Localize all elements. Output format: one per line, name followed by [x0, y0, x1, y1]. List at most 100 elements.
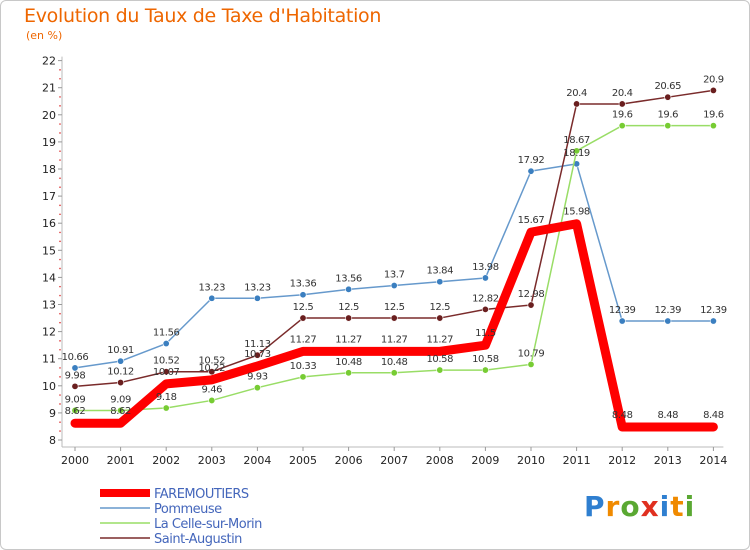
x-tick-label: 2010	[517, 454, 545, 467]
data-point	[208, 294, 216, 302]
x-tick-label: 2012	[608, 454, 636, 467]
chart-subtitle: (en %)	[26, 29, 63, 42]
data-label: 10.91	[107, 345, 134, 356]
logo-letter: t	[670, 490, 685, 523]
data-label: 8.48	[657, 410, 678, 421]
y-tick-label: 8	[49, 434, 56, 447]
y-tick-label: 10	[42, 380, 56, 393]
data-point	[436, 278, 444, 286]
x-tick-label: 2003	[198, 454, 226, 467]
y-minor-tick	[59, 77, 61, 80]
y-tick-label: 9	[49, 407, 56, 420]
y-minor-tick	[59, 240, 61, 243]
y-tick-label: 19	[42, 136, 56, 149]
x-tick-label: 2001	[107, 454, 135, 467]
data-point	[573, 147, 581, 155]
data-label: 12.5	[293, 302, 314, 313]
y-minor-tick	[59, 394, 61, 396]
data-label: 10.58	[472, 354, 499, 365]
data-label: 13.56	[335, 273, 362, 284]
data-point	[117, 379, 125, 387]
y-minor-tick	[59, 258, 61, 261]
y-tick-label: 18	[42, 163, 56, 176]
data-point	[390, 369, 398, 377]
x-tick-label: 2006	[335, 454, 363, 467]
data-label: 10.52	[198, 356, 225, 367]
data-label: 11.27	[290, 334, 317, 345]
data-point	[253, 384, 261, 392]
data-point	[573, 100, 581, 108]
data-label: 12.82	[472, 293, 499, 304]
data-label: 15.98	[563, 207, 590, 218]
data-label: 19.6	[657, 110, 678, 121]
y-minor-tick	[59, 177, 61, 180]
series-line-faremoutiers	[70, 219, 718, 432]
data-point	[390, 282, 398, 290]
y-tick-label: 21	[42, 82, 56, 95]
data-point	[299, 291, 307, 299]
data-point	[527, 301, 535, 309]
data-point	[117, 406, 125, 414]
y-minor-tick	[59, 285, 61, 288]
y-tick-label: 15	[42, 244, 56, 257]
y-tick-label: 20	[42, 109, 56, 122]
data-point	[299, 373, 307, 381]
data-label: 8.62	[65, 406, 86, 417]
y-minor-tick	[59, 430, 61, 432]
logo-letter: o	[620, 490, 641, 523]
data-label: 15.67	[518, 215, 545, 226]
y-minor-tick	[59, 348, 61, 351]
legend-label: FAREMOUTIERS	[154, 487, 249, 502]
proxiti-logo: Proxiti	[584, 490, 695, 523]
data-label: 11.27	[381, 334, 408, 345]
data-label: 10.79	[518, 348, 545, 359]
data-label: 12.5	[338, 302, 359, 313]
y-minor-tick	[59, 105, 61, 107]
data-label: 11.56	[153, 328, 180, 339]
data-label: 13.98	[472, 262, 499, 273]
data-label: 10.73	[244, 349, 271, 360]
data-label: 12.39	[609, 305, 636, 316]
logo-letter: r	[605, 490, 621, 523]
y-minor-tick	[59, 123, 61, 125]
data-label: 8.48	[703, 410, 724, 421]
data-label: 13.84	[426, 266, 453, 277]
data-label: 20.4	[612, 88, 633, 99]
y-minor-tick	[59, 96, 61, 98]
data-point	[481, 305, 489, 313]
data-point	[709, 122, 717, 130]
y-tick-label: 14	[42, 271, 56, 284]
y-minor-tick	[59, 340, 61, 342]
data-point	[618, 317, 626, 325]
x-tick-label: 2000	[61, 454, 89, 467]
y-minor-tick	[59, 421, 61, 423]
data-label: 9.18	[156, 392, 177, 403]
logo-letter: P	[584, 490, 606, 523]
data-label: 12.5	[429, 302, 450, 313]
series-lines	[70, 86, 718, 432]
data-labels: 8.62 8.62 10.07 10.22 10.73 11.27 11.27 11.27 11…	[62, 74, 727, 421]
data-label: 10.22	[198, 363, 225, 374]
data-label: 11.27	[335, 334, 362, 345]
x-tick-label: 2009	[471, 454, 499, 467]
y-minor-tick	[59, 132, 61, 134]
y-minor-tick	[59, 403, 61, 405]
data-point	[208, 396, 216, 404]
data-label: 11.13	[244, 339, 271, 350]
data-label: 10.58	[426, 354, 453, 365]
data-label: 9.93	[247, 372, 268, 383]
data-point	[162, 340, 170, 348]
y-minor-tick	[59, 204, 61, 207]
data-point	[436, 366, 444, 374]
y-minor-tick	[59, 367, 61, 369]
data-label: 20.65	[654, 81, 681, 92]
data-label: 13.7	[384, 270, 405, 281]
y-tick-label: 13	[42, 299, 56, 312]
data-point	[664, 122, 672, 130]
data-label: 18.67	[563, 135, 590, 146]
x-tick-label: 2014	[699, 454, 727, 467]
data-point	[299, 314, 307, 322]
y-minor-tick	[59, 294, 61, 297]
